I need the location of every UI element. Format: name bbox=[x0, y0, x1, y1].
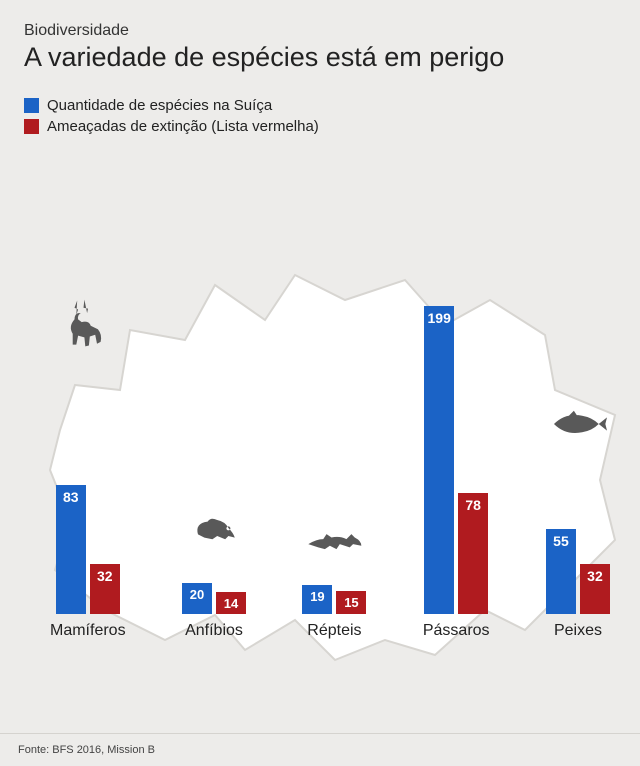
bar-b: 32 bbox=[90, 564, 120, 614]
legend-item-b: Ameaçadas de extinção (Lista vermelha) bbox=[24, 118, 640, 135]
bar-a-value: 83 bbox=[63, 489, 79, 505]
legend: Quantidade de espécies na Suíça Ameaçada… bbox=[24, 97, 640, 135]
lizard-icon bbox=[299, 520, 369, 550]
legend-label-b: Ameaçadas de extinção (Lista vermelha) bbox=[47, 118, 319, 135]
bars-row: 8332Mamíferos2014Anfíbios1915Répteis1997… bbox=[50, 180, 610, 640]
bars: 199 78 bbox=[424, 306, 488, 614]
legend-swatch-a bbox=[24, 98, 39, 113]
chart-area: 8332Mamíferos2014Anfíbios1915Répteis1997… bbox=[0, 180, 640, 710]
eyebrow: Biodiversidade bbox=[24, 22, 616, 40]
bar-b-value: 32 bbox=[97, 568, 113, 584]
bar-a-value: 199 bbox=[428, 310, 451, 326]
category-label: Pássaros bbox=[423, 622, 490, 640]
page-title: A variedade de espécies está em perigo bbox=[24, 42, 616, 73]
fish-icon bbox=[543, 410, 613, 438]
category-label: Anfíbios bbox=[185, 622, 243, 640]
bar-group-amphibians: 2014Anfíbios bbox=[182, 583, 246, 640]
bar-a: 20 bbox=[182, 583, 212, 614]
bar-a: 19 bbox=[302, 585, 332, 614]
bar-group-fish: 55 32 Peixes bbox=[546, 529, 610, 640]
bars: 2014 bbox=[182, 583, 246, 614]
bar-a-value: 20 bbox=[190, 587, 204, 602]
bar-b-value: 14 bbox=[224, 596, 238, 611]
deer-icon bbox=[53, 296, 123, 350]
bar-a: 55 bbox=[546, 529, 576, 614]
footer: Fonte: BFS 2016, Mission B bbox=[0, 733, 640, 766]
bar-b: 32 bbox=[580, 564, 610, 614]
bar-a-value: 55 bbox=[553, 533, 569, 549]
bar-group-reptiles: 1915Répteis bbox=[302, 585, 366, 640]
bar-b: 15 bbox=[336, 591, 366, 614]
bar-b-value: 15 bbox=[344, 595, 358, 610]
bars: 55 32 bbox=[546, 529, 610, 614]
bars: 1915 bbox=[302, 585, 366, 614]
bar-b: 78 bbox=[458, 493, 488, 614]
legend-label-a: Quantidade de espécies na Suíça bbox=[47, 97, 272, 114]
frog-icon bbox=[179, 510, 249, 546]
bar-b-value: 78 bbox=[465, 497, 481, 513]
legend-item-a: Quantidade de espécies na Suíça bbox=[24, 97, 640, 114]
bar-group-birds: 199 78 Pássaros bbox=[423, 306, 490, 640]
bar-b: 14 bbox=[216, 592, 246, 614]
footer-text: Fonte: BFS 2016, Mission B bbox=[18, 744, 155, 756]
bar-b-value: 32 bbox=[587, 568, 603, 584]
bar-group-mammals: 83 32 Mamíferos bbox=[50, 485, 126, 640]
legend-swatch-b bbox=[24, 119, 39, 134]
category-label: Répteis bbox=[307, 622, 361, 640]
bar-a: 83 bbox=[56, 485, 86, 614]
category-label: Peixes bbox=[554, 622, 602, 640]
header: Biodiversidade A variedade de espécies e… bbox=[0, 0, 640, 73]
category-label: Mamíferos bbox=[50, 622, 126, 640]
bar-a: 199 bbox=[424, 306, 454, 614]
bars: 83 32 bbox=[56, 485, 120, 614]
bar-a-value: 19 bbox=[310, 589, 324, 604]
